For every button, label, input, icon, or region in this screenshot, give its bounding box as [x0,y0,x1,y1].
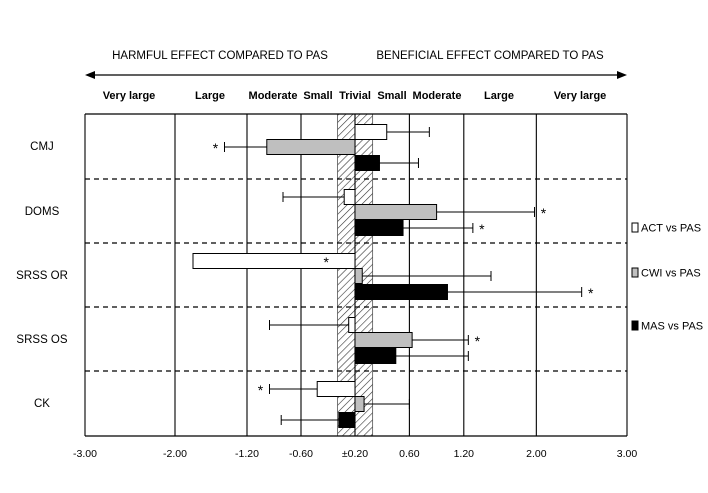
bar-act-vs-pas-ck [316,381,356,397]
x-tick-label-1: -2.00 [163,448,187,460]
magnitude-labels: Very large Large Moderate Small Trivial Small… [103,90,607,102]
category-label-cmj: CMJ [30,141,54,153]
magnitude-label-very-large-0: Very large [103,90,156,102]
x-tick-label-0: -3.00 [73,448,97,460]
bar-mas-vs-pas-ck [338,412,356,428]
bar-cwi-vs-pas-ck [354,396,365,412]
bar-cwi-vs-pas-cmj [266,139,356,155]
category-label-ck: CK [34,398,50,410]
magnitude-label-very-large-8: Very large [554,90,607,102]
x-tick-label-8: 3.00 [617,448,638,460]
category-labels: CMJ DOMS SRSS OR SRSS OS CK [16,141,68,410]
magnitude-label-large-7: Large [484,90,514,102]
bar-mas-vs-pas-cmj [354,155,380,171]
x-tick-label-6: 1.20 [454,448,475,460]
x-tick-label-2: -1.20 [235,448,259,460]
x-axis-ticks: -3.00 -2.00 -1.20 -0.60 ±0.20 0.60 1.20 2.00 3.0… [73,448,637,460]
x-tick-label-4: ±0.20 [342,448,368,460]
direction-arrow [85,71,627,79]
bar-act-vs-pas-doms [343,189,356,205]
significance-star-2-1: * [479,221,485,237]
legend-label-1: CWI vs PAS [641,268,701,280]
legend-swatch-0 [631,222,639,233]
bar-act-vs-pas-srss-or [192,253,356,269]
bar-act-vs-pas-srss-os [348,317,356,333]
bar-mas-vs-pas-doms [354,220,404,236]
significance-star-2-2: * [588,285,594,301]
header-beneficial: BENEFICIAL EFFECT COMPARED TO PAS [376,50,604,62]
category-label-srss-os: SRSS OS [16,334,67,346]
chart-header: HARMFUL EFFECT COMPARED TO PAS BENEFICIA… [85,50,627,79]
bar-cwi-vs-pas-doms [354,204,438,220]
legend: ACT vs PAS CWI vs PAS MAS vs PAS [631,222,703,333]
magnitude-label-moderate-2: Moderate [249,90,298,102]
bar-cwi-vs-pas-srss-or [354,268,363,284]
x-tick-label-5: 0.60 [399,448,420,460]
legend-swatch-2 [631,320,639,331]
bar-act-vs-pas-cmj [354,124,388,140]
x-tick-label-3: -0.60 [289,448,313,460]
significance-star-1-0: * [213,140,219,156]
legend-label-0: ACT vs PAS [641,223,701,235]
plot-area: * * * * * * * [84,113,628,437]
magnitude-label-trivial-4: Trivial [339,90,371,102]
legend-label-2: MAS vs PAS [641,321,703,333]
bar-mas-vs-pas-srss-os [354,348,397,364]
legend-swatch-1 [631,267,639,278]
bar-cwi-vs-pas-srss-os [354,332,413,348]
significance-star-1-1: * [541,205,547,221]
magnitude-label-large-1: Large [195,90,225,102]
significance-star-1-3: * [475,333,481,349]
bar-mas-vs-pas-srss-or [354,284,448,300]
magnitude-label-small-5: Small [377,90,406,102]
header-harmful: HARMFUL EFFECT COMPARED TO PAS [112,50,328,62]
x-tick-label-7: 2.00 [526,448,547,460]
magnitude-label-moderate-6: Moderate [413,90,462,102]
significance-star-0-4: * [258,382,264,398]
magnitude-label-small-3: Small [303,90,332,102]
significance-star-0-2: * [323,254,329,270]
category-label-srss-or: SRSS OR [16,270,68,282]
category-label-doms: DOMS [25,206,60,218]
